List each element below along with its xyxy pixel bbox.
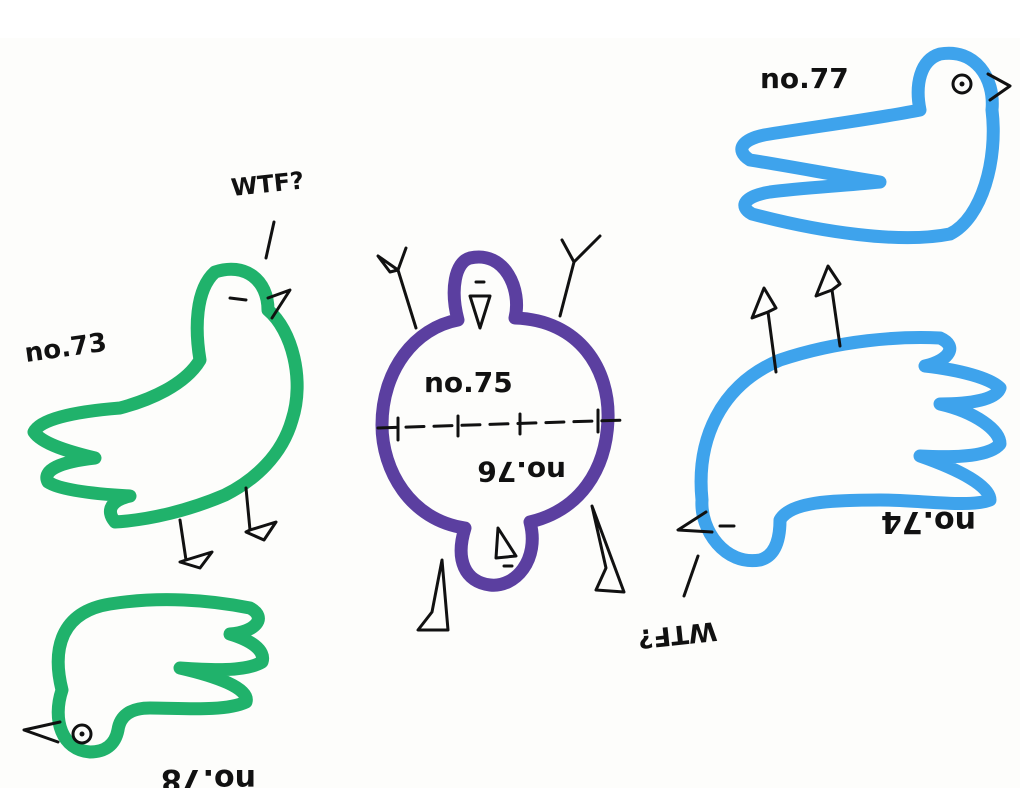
bird-78-eye-icon bbox=[71, 723, 93, 745]
bird-75-label: no.75 bbox=[424, 366, 513, 399]
bird-74-exclaim: WTF? bbox=[636, 615, 718, 653]
paper-card bbox=[0, 38, 1020, 788]
bird-75-76-body-outline bbox=[375, 250, 615, 592]
bird-74-body-outline bbox=[694, 331, 1007, 568]
bird-76-beak-icon bbox=[494, 526, 518, 560]
bird-75-leg-right bbox=[558, 234, 602, 318]
bird-75-beak-icon bbox=[468, 294, 492, 330]
bird-77-beak-icon bbox=[986, 72, 1012, 102]
bird-77-body-outline bbox=[735, 46, 1000, 245]
bird-78-label: no.78 bbox=[161, 762, 256, 788]
bird-73-speech-line bbox=[264, 220, 276, 260]
bird-76-leg-right bbox=[590, 504, 626, 594]
scan-margin bbox=[0, 0, 1020, 38]
bird-73-beak-icon bbox=[266, 288, 292, 320]
bird-74-label: no.74 bbox=[881, 504, 976, 539]
bird-74-beak-icon bbox=[676, 510, 714, 534]
bird-78-body-outline bbox=[51, 593, 270, 759]
bird-77-pupil bbox=[959, 81, 965, 87]
bird-78-pupil bbox=[79, 731, 85, 737]
bird-73: no.73 WTF? bbox=[23, 166, 306, 570]
bird-75-76: no.75 no.76 bbox=[375, 234, 628, 632]
bird-78-beak-icon bbox=[22, 720, 62, 744]
bird-73-eye-icon bbox=[228, 296, 248, 302]
bird-77-eye-icon bbox=[951, 73, 973, 95]
bird-74-leg-right bbox=[814, 264, 842, 348]
bird-74: no.74 WTF? bbox=[636, 264, 1007, 653]
bird-74-speech-line bbox=[682, 554, 700, 598]
bird-73-label: no.73 bbox=[23, 328, 109, 369]
bird-78: no.78 bbox=[22, 593, 270, 788]
bird-76-label: no.76 bbox=[477, 455, 566, 488]
bird-76-leg-left bbox=[416, 558, 450, 632]
bird-77: no.77 bbox=[735, 46, 1012, 245]
bird-73-body-outline bbox=[27, 262, 304, 529]
bird-73-leg-right bbox=[244, 486, 278, 542]
bird-73-exclaim: WTF? bbox=[230, 166, 306, 201]
bird-75-leg-left bbox=[376, 246, 418, 330]
bird-74-leg-left bbox=[750, 286, 778, 374]
bird-73-leg-left bbox=[178, 518, 214, 570]
split-line bbox=[376, 418, 628, 430]
bird-77-label: no.77 bbox=[760, 62, 849, 95]
